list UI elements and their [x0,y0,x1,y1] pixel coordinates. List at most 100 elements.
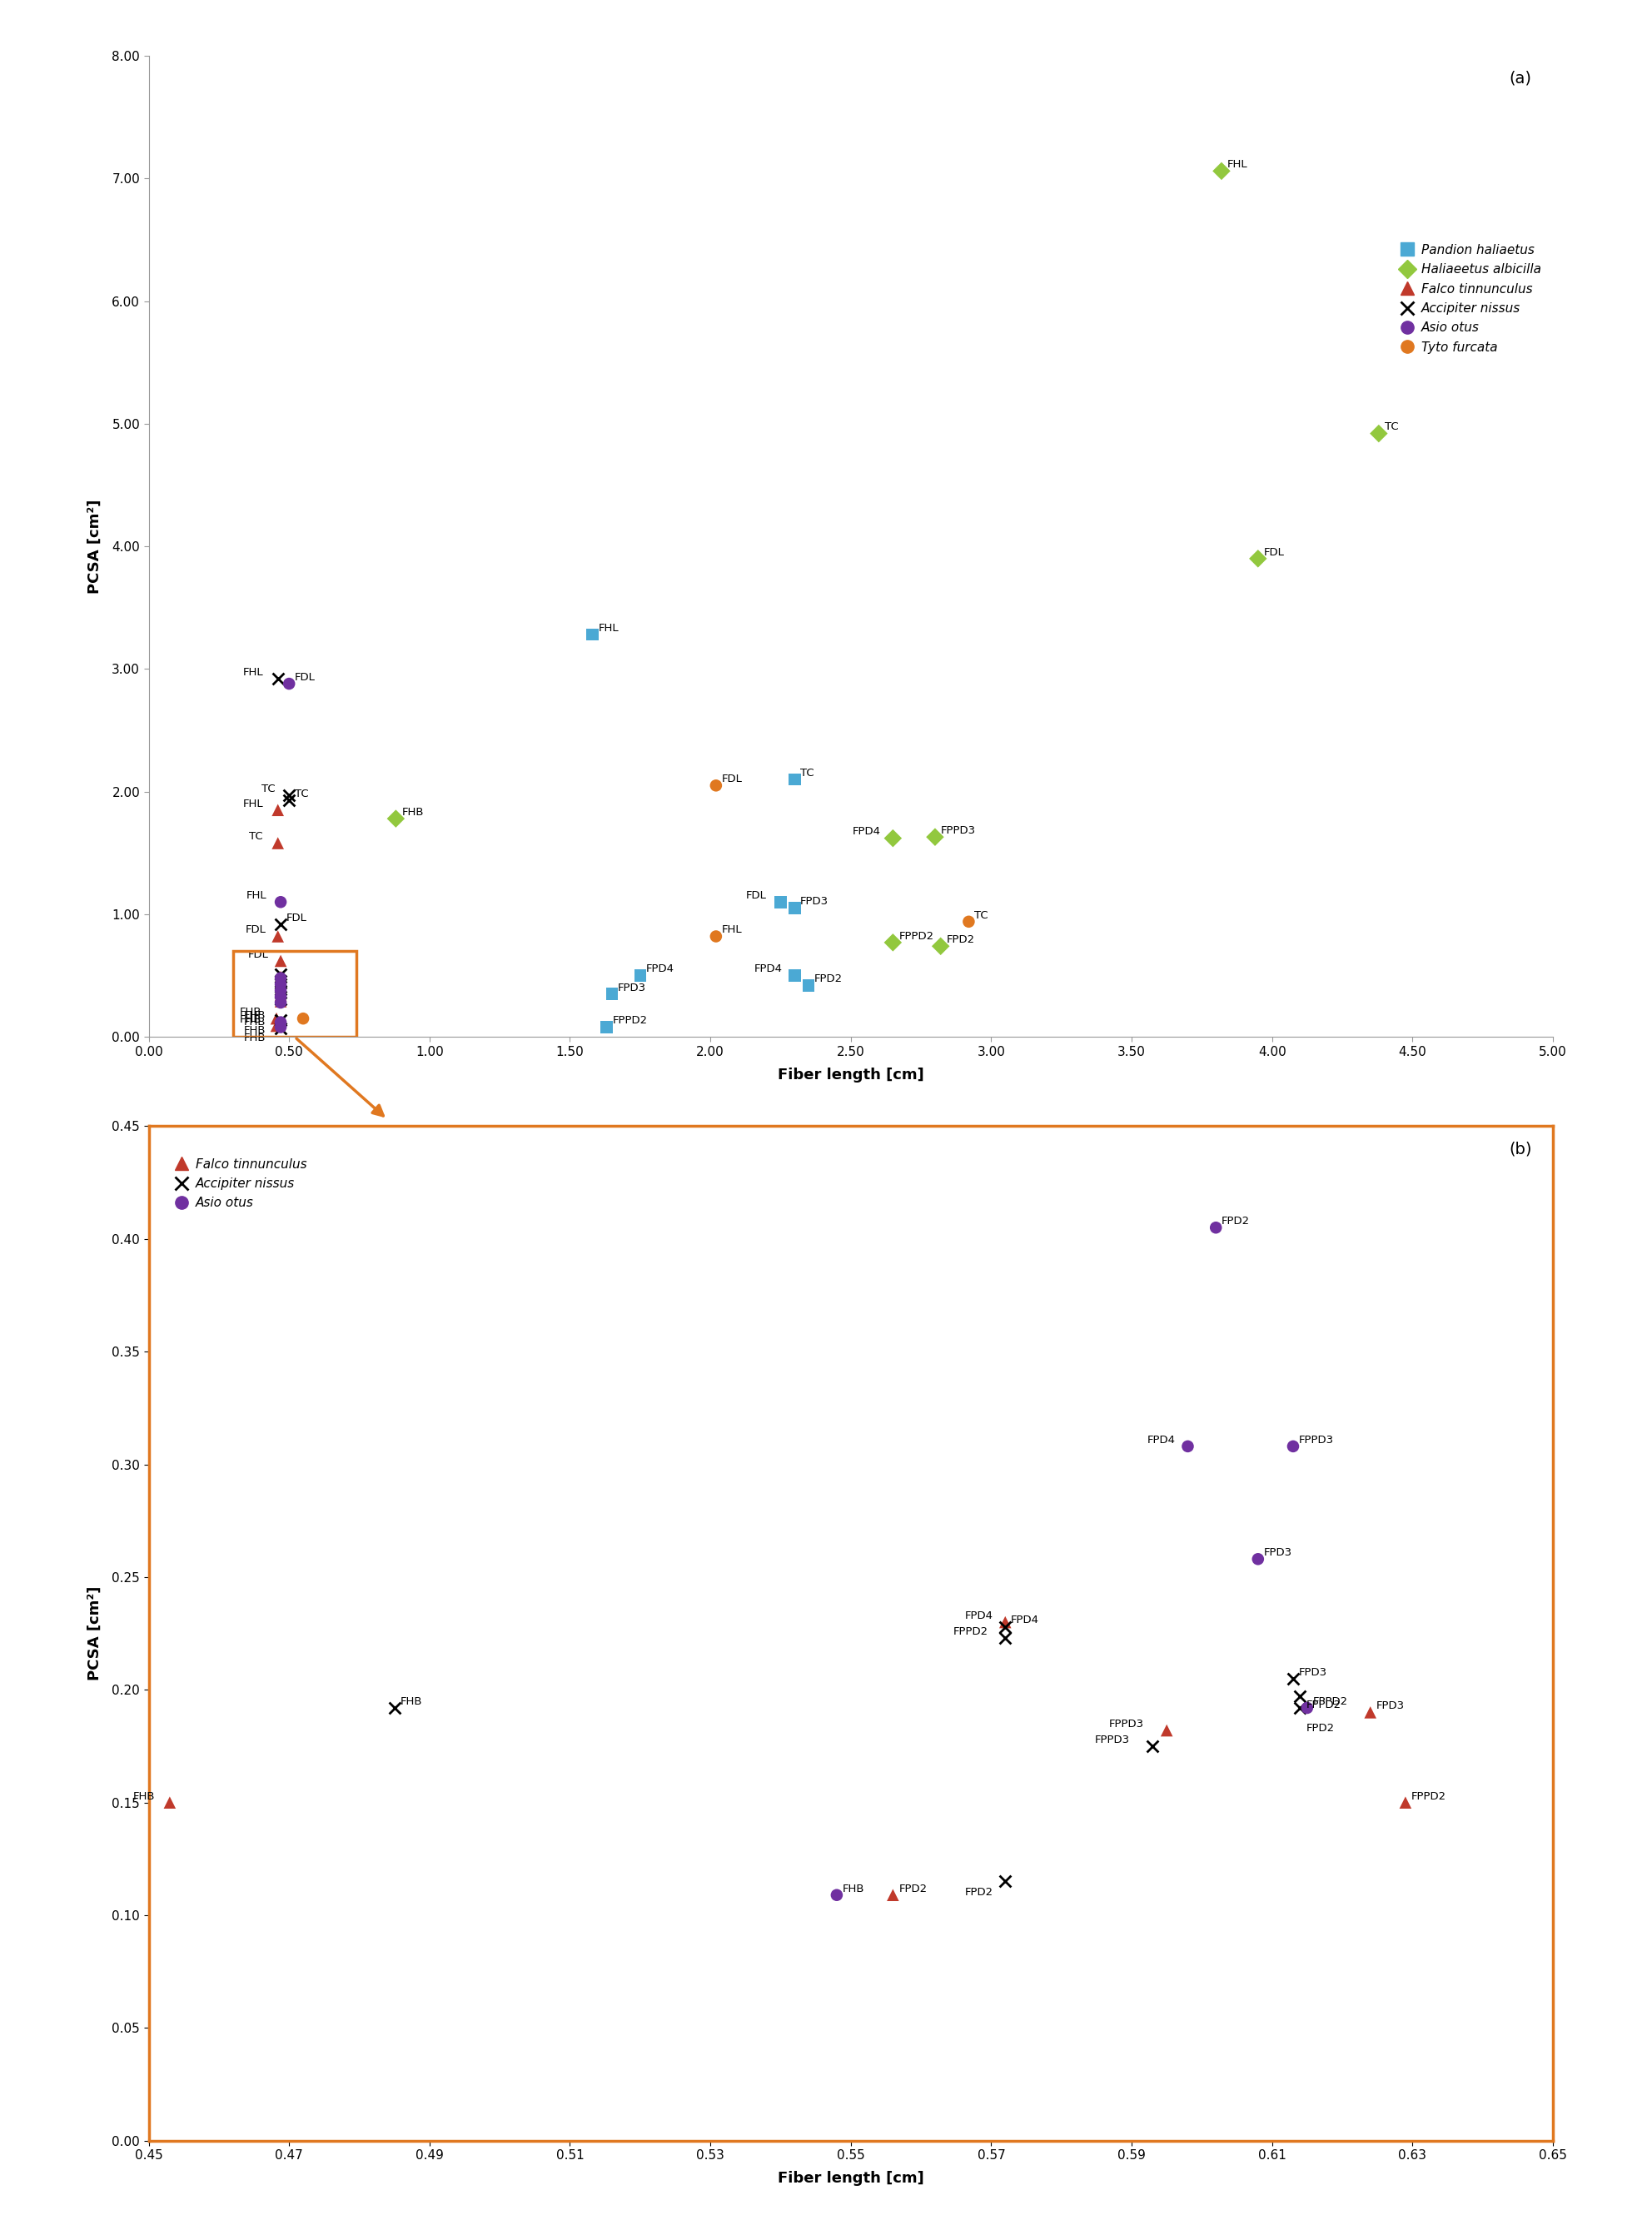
Point [702,919,729,954]
Text: FPD2: FPD2 [947,934,975,946]
Point [598,977,624,1012]
Point [1366,415,1393,450]
Text: FHB: FHB [132,1791,155,1802]
Text: FDL: FDL [1264,546,1285,558]
Text: FPPD2: FPPD2 [613,1015,648,1026]
Point [382,1690,408,1726]
Point [289,1001,316,1037]
Y-axis label: PCSA [cm²]: PCSA [cm²] [88,1586,102,1681]
Point [781,890,808,925]
Text: FPPD2: FPPD2 [953,1626,988,1637]
Text: FHL: FHL [722,925,742,934]
Point [1280,1661,1307,1697]
Text: FPD4: FPD4 [1146,1434,1176,1445]
Text: FDL: FDL [745,890,767,901]
Text: TC: TC [249,832,263,843]
Point [268,905,294,941]
Text: FHB: FHB [243,1032,266,1044]
Text: FPPD2: FPPD2 [1411,1791,1446,1802]
Point [1153,1713,1180,1748]
Text: FPD2: FPD2 [1222,1215,1251,1227]
Point [1287,1690,1313,1726]
Point [268,957,294,992]
Point [1208,154,1234,190]
Point [1203,1209,1229,1244]
Text: FPD4: FPD4 [965,1610,993,1621]
Text: FHL: FHL [243,667,264,678]
Text: FHB: FHB [240,1006,261,1017]
Point [268,961,294,997]
Bar [233,950,357,1037]
Point [276,778,302,814]
Text: FPPD3: FPPD3 [942,825,976,836]
Point [268,986,294,1021]
Text: FHL: FHL [243,798,264,809]
Text: FHL: FHL [1227,158,1247,169]
Point [268,883,294,919]
Point [268,966,294,1001]
Point [268,975,294,1010]
Text: FPPD3: FPPD3 [1298,1434,1333,1445]
Text: TC: TC [975,910,988,921]
Point [268,977,294,1012]
Text: FPD2: FPD2 [899,1882,927,1893]
Point [879,821,905,856]
Text: FPD2: FPD2 [814,975,843,983]
Point [922,818,948,854]
Point [1175,1429,1201,1465]
Point [1294,1690,1320,1726]
Point [268,1010,294,1046]
Text: FPPD3: FPPD3 [1108,1719,1143,1730]
Point [781,760,808,796]
Point [268,972,294,1008]
Point [268,963,294,999]
Text: FPD3: FPD3 [1264,1548,1292,1559]
Point [268,1004,294,1039]
Point [1244,540,1270,575]
Text: TC: TC [801,767,814,778]
Point [702,767,729,803]
Point [268,968,294,1004]
Text: FDL: FDL [286,912,307,923]
Text: FPD2: FPD2 [1307,1724,1335,1733]
Point [767,883,793,919]
Text: (b): (b) [1508,1142,1531,1157]
Point [626,959,653,995]
Text: FPD3: FPD3 [1376,1701,1404,1710]
Point [276,783,302,818]
Text: FPPD2: FPPD2 [899,930,933,941]
Point [263,1001,289,1037]
Text: TC: TC [1384,421,1398,433]
Text: FHB: FHB [843,1882,864,1893]
Text: FPD4: FPD4 [646,963,674,975]
Text: FPPD3: FPPD3 [1095,1735,1130,1746]
Point [1358,1695,1384,1730]
Text: FHL: FHL [598,622,620,633]
Text: (a): (a) [1510,71,1531,87]
Text: FHB: FHB [401,807,423,818]
Point [268,966,294,1001]
Point [824,1878,851,1913]
Point [268,1010,294,1046]
Point [1287,1679,1313,1715]
Text: FPD4: FPD4 [753,963,783,975]
X-axis label: Fiber length [cm]: Fiber length [cm] [778,1068,923,1082]
Point [263,1008,289,1044]
Legend: Falco tinnunculus, Accipiter nissus, Asio otus: Falco tinnunculus, Accipiter nissus, Asi… [169,1153,312,1215]
Point [268,972,294,1008]
Point [593,1010,620,1046]
Text: FPD3: FPD3 [618,981,646,992]
Text: FPD3: FPD3 [801,896,829,908]
Text: FPD3: FPD3 [1298,1666,1327,1677]
Point [991,1603,1018,1639]
Point [268,1001,294,1037]
Point [264,660,291,696]
Text: TC: TC [296,789,309,798]
Point [881,1878,907,1913]
Point [383,801,410,836]
Text: FPD4: FPD4 [852,827,881,836]
Point [1246,1541,1272,1577]
Text: FHB: FHB [243,1026,266,1037]
X-axis label: Fiber length [cm]: Fiber length [cm] [778,2172,923,2185]
Text: FDL: FDL [246,925,266,934]
